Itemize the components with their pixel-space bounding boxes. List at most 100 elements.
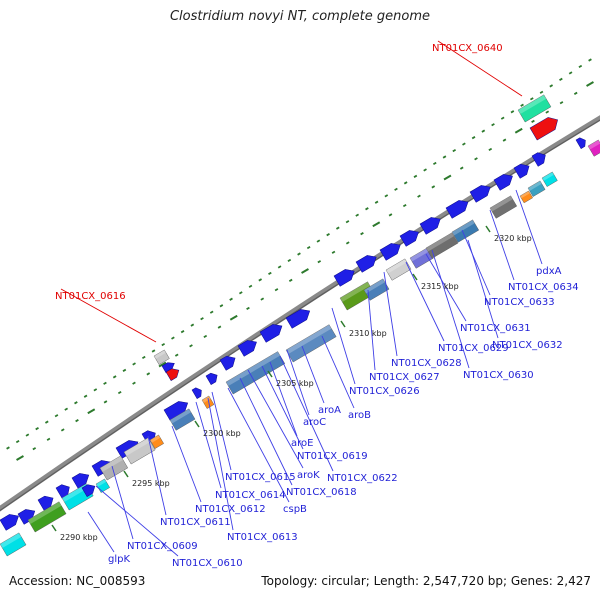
outer-tick (471, 136, 476, 140)
leader-line-arok (247, 369, 304, 469)
gene-box-highlight (124, 437, 151, 457)
outer-tick (200, 317, 204, 321)
gene-feature (237, 340, 257, 357)
gene-feature (333, 269, 355, 287)
gene-feature (0, 514, 19, 531)
gene-box (385, 258, 412, 281)
gene-box-highlight (340, 281, 370, 303)
gene-label-nt01cx-0615: NT01CX_0615 (225, 472, 296, 483)
outer-tick (74, 401, 78, 405)
gene-label-layer: NT01CX_0640 NT01CX_0616 pdxA NT01CX_0634 NT0… (55, 43, 579, 569)
major-tick (431, 185, 436, 189)
gene-arrow (531, 152, 546, 167)
outer-tick (93, 388, 98, 392)
gene-box-highlight (0, 532, 22, 549)
outer-tick (180, 330, 185, 334)
outer-tick (83, 394, 88, 398)
outer-tick (6, 446, 10, 450)
gene-arrow (399, 230, 419, 247)
gene-feature (259, 324, 283, 343)
major-tick (132, 381, 136, 385)
gene-feature (17, 509, 36, 525)
major-tick (288, 278, 293, 282)
outer-tick (539, 90, 544, 94)
gene-box-highlight (386, 258, 407, 274)
scale-label: 2320 kbp (494, 234, 532, 243)
major-tick (246, 306, 250, 310)
gene-feature (445, 200, 469, 219)
leader-line-cspb (227, 387, 290, 503)
gene-feature (385, 258, 412, 281)
major-tick (146, 372, 151, 376)
gene-label-aroe: aroE (291, 438, 313, 449)
major-tick (502, 138, 507, 142)
genome-info-text: Topology: circular; Length: 2,547,720 bp… (261, 574, 591, 588)
outer-tick (452, 148, 457, 153)
gene-feature (123, 437, 156, 465)
gene-box (169, 408, 196, 431)
outer-tick (529, 97, 534, 101)
leader-line-nt01cx-0629 (405, 261, 445, 342)
major-tick (586, 81, 594, 87)
outer-tick (54, 414, 59, 418)
major-tick (559, 101, 564, 105)
outer-tick (578, 64, 583, 69)
gene-label-nt01cx-0633: NT01CX_0633 (484, 297, 555, 308)
scale-tick (123, 470, 129, 478)
gene-label-aroc: aroC (303, 417, 326, 428)
gene-arrow (37, 495, 54, 511)
gene-box-highlight (410, 247, 430, 262)
gene-label-nt01cx-0629: NT01CX_0629 (438, 343, 509, 354)
gene-box-highlight (426, 232, 454, 252)
major-tick (317, 260, 322, 264)
gene-box-highlight (520, 190, 530, 199)
gene-feature (95, 478, 110, 493)
major-tick (360, 232, 364, 236)
gene-label-nt01cx-0632: NT01CX_0632 (492, 340, 563, 351)
gene-label-nt01cx-0626: NT01CX_0626 (349, 386, 420, 397)
gene-feature (169, 408, 196, 431)
outer-tick (35, 427, 39, 431)
gene-arrow (17, 509, 36, 525)
leader-line-nt01cx-0632 (467, 239, 499, 339)
gene-feature-layer (0, 94, 600, 557)
major-tick (459, 166, 464, 170)
leader-line-aroa (301, 345, 325, 404)
outer-tick (500, 116, 505, 120)
leader-line-arob (321, 335, 355, 409)
gene-box-highlight (588, 139, 600, 150)
leader-line-nt01cx-0626 (331, 307, 356, 385)
gene-box-highlight (542, 171, 555, 181)
outer-tick (345, 220, 350, 224)
outer-tick (365, 207, 369, 211)
leader-line-nt01cx-0640 (437, 40, 523, 97)
gene-box (123, 437, 156, 465)
outer-tick (287, 258, 292, 263)
outer-tick (209, 310, 214, 314)
gene-arrow (191, 387, 202, 399)
outer-tick (481, 129, 486, 133)
gene-arrow (55, 484, 70, 499)
gene-label-nt01cx-0611: NT01CX_0611 (160, 517, 231, 528)
outer-tick (568, 71, 573, 75)
gene-label-nt01cx-0610: NT01CX_0610 (172, 558, 243, 569)
major-tick (372, 221, 381, 228)
gene-arrow (285, 309, 311, 329)
gene-label-nt01cx-0612: NT01CX_0612 (195, 504, 266, 515)
major-tick (443, 174, 452, 181)
gene-arrow (219, 355, 236, 371)
gene-box-highlight (62, 483, 89, 503)
outer-tick (44, 420, 49, 424)
map-title: Clostridium novyi NT, complete genome (169, 9, 431, 24)
highlighted-gene-nt01cx-0640-arrow (529, 117, 558, 141)
gene-feature (425, 232, 459, 259)
gene-box-highlight (528, 180, 542, 191)
leader-line-nt01cx-0628 (383, 271, 398, 357)
gene-box-highlight (96, 478, 107, 487)
major-tick (87, 408, 96, 415)
gene-feature (527, 180, 546, 197)
leader-line-nt01cx-0615 (211, 391, 232, 471)
gene-label-cspb: cspB (283, 504, 307, 515)
outer-tick (306, 245, 311, 250)
